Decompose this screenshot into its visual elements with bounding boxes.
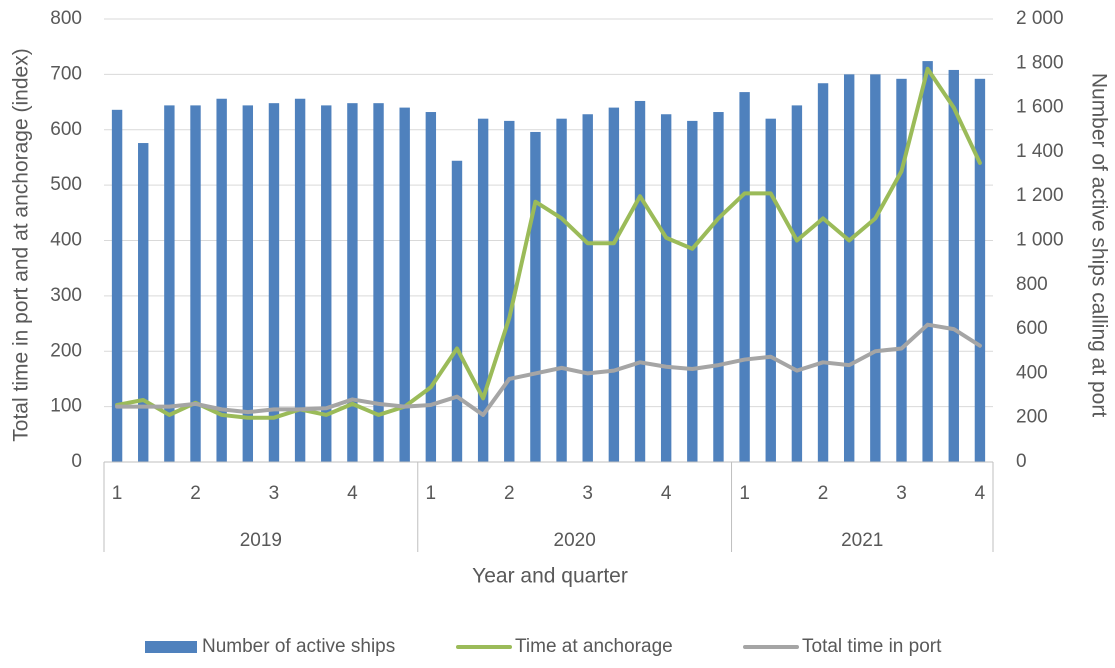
bar	[321, 105, 332, 462]
bar	[608, 107, 620, 462]
legend-label: Number of active ships	[202, 636, 395, 657]
y-tick-label: 700	[50, 63, 82, 84]
bar	[216, 98, 227, 463]
bar	[294, 98, 306, 463]
y-tick-label: 300	[50, 285, 82, 306]
bar	[477, 118, 489, 463]
y2-tick-label: 400	[1016, 362, 1048, 383]
bar	[504, 120, 515, 462]
x-tick-label: 2	[504, 483, 515, 504]
bar	[843, 74, 855, 462]
y-tick-label: 600	[50, 119, 82, 140]
y-tick-label: 400	[50, 230, 82, 251]
x-tick-label: 3	[582, 483, 593, 504]
x-tick-label: 4	[347, 483, 358, 504]
bar	[817, 83, 829, 463]
y-tick-label: 500	[50, 174, 82, 195]
bar	[425, 112, 437, 462]
y2-tick-label: 2 000	[1016, 8, 1064, 29]
y-tick-label: 100	[50, 396, 82, 417]
x-tick-label: 3	[269, 483, 280, 504]
y2-tick-label: 1 800	[1016, 52, 1064, 73]
bar	[634, 100, 646, 462]
bar	[896, 78, 907, 463]
bar	[530, 131, 541, 462]
x-tick-label: 4	[661, 483, 672, 504]
legend-label: Total time in port	[802, 636, 942, 657]
x-tick-label: 1	[739, 483, 750, 504]
bar	[713, 112, 724, 462]
x-axis-title: Year and quarter	[472, 565, 628, 588]
x-tick-label: 1	[426, 483, 437, 504]
bar	[948, 69, 959, 462]
bar	[164, 105, 175, 462]
y2-tick-label: 1 600	[1016, 97, 1064, 118]
y2-tick-label: 600	[1016, 318, 1048, 339]
bar	[451, 160, 463, 462]
y2-tick-label: 1 200	[1016, 185, 1064, 206]
bar	[242, 105, 254, 462]
y2-tick-label: 800	[1016, 274, 1048, 295]
legend-label: Time at anchorage	[515, 636, 673, 657]
y-tick-label: 800	[50, 8, 82, 29]
y2-axis-title: Number of active ships calling at port	[1087, 73, 1110, 417]
x-tick-label: 4	[975, 483, 986, 504]
bar	[138, 143, 149, 463]
bar	[922, 61, 933, 463]
y2-tick-label: 1 400	[1016, 141, 1064, 162]
x-tick-label: 1	[112, 483, 123, 504]
y2-tick-label: 1 000	[1016, 230, 1064, 251]
bar	[739, 92, 750, 462]
y2-tick-label: 200	[1016, 407, 1048, 428]
y-axis-title: Total time in port and at anchorage (ind…	[10, 48, 33, 441]
bar	[582, 114, 593, 463]
bar	[870, 74, 881, 462]
x-tick-label: 2	[190, 483, 201, 504]
bar	[556, 118, 567, 463]
legend-swatch	[145, 641, 197, 653]
bar	[687, 120, 698, 462]
x-group-label: 2020	[554, 530, 596, 551]
x-tick-label: 3	[896, 483, 907, 504]
bar	[660, 114, 672, 463]
y-tick-label: 200	[50, 340, 82, 361]
bar	[268, 103, 280, 463]
line-series	[115, 66, 982, 420]
y2-tick-label: 0	[1016, 451, 1027, 472]
bar	[190, 105, 201, 462]
x-group-label: 2019	[240, 530, 282, 551]
bar	[765, 118, 776, 463]
bar	[974, 78, 986, 463]
bar	[399, 107, 410, 462]
bar	[347, 103, 358, 463]
line-series	[115, 322, 982, 417]
y-tick-label: 0	[71, 451, 82, 472]
x-group-label: 2021	[841, 530, 883, 551]
bar	[111, 109, 123, 462]
bar	[791, 105, 803, 462]
bar	[373, 103, 384, 463]
x-tick-label: 2	[818, 483, 829, 504]
